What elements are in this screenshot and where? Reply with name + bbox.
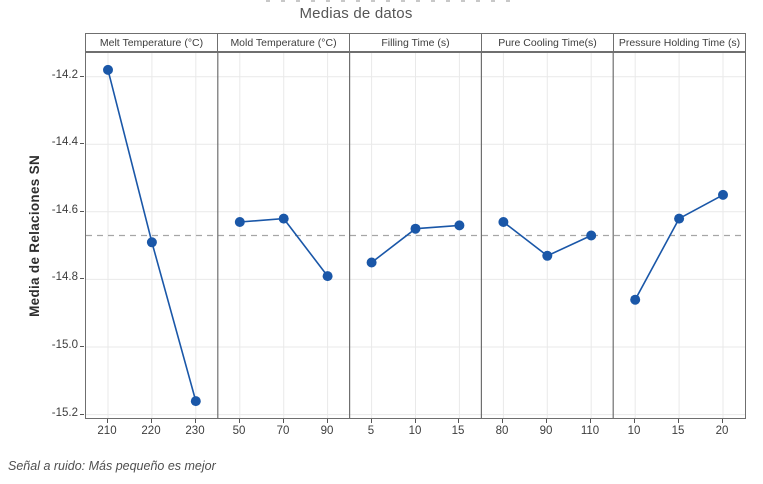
y-axis-title: Media de Relaciones SN: [26, 154, 42, 317]
y-tick-mark: [80, 211, 84, 212]
footnote: Señal a ruido: Más pequeño es mejor: [8, 459, 216, 473]
y-tick-mark: [80, 346, 84, 347]
data-point: [103, 64, 113, 75]
x-tick-label: 50: [232, 425, 246, 437]
panel-header: Filling Time (s): [349, 34, 481, 51]
y-tick-mark: [80, 278, 84, 279]
data-point: [586, 230, 597, 241]
x-tick-label: 70: [276, 425, 290, 437]
data-point: [410, 223, 421, 234]
x-tick-label: 5: [367, 425, 375, 437]
x-tick-mark: [107, 419, 108, 423]
data-point: [322, 271, 333, 282]
plot-area: [85, 52, 746, 419]
y-tick-mark: [80, 414, 84, 415]
x-tick-label: 15: [671, 425, 685, 437]
x-tick-label: 230: [185, 425, 205, 437]
x-tick-label: 80: [495, 425, 509, 437]
x-tick-label: 90: [320, 425, 334, 437]
y-tick-label: -14.4: [51, 136, 78, 148]
data-point: [498, 217, 509, 227]
data-point: [366, 257, 377, 268]
x-tick-label: 20: [715, 425, 729, 437]
data-point: [718, 189, 728, 200]
x-tick-label: 10: [627, 425, 641, 437]
data-point: [674, 213, 685, 224]
x-tick-mark: [195, 419, 196, 423]
data-point: [278, 213, 289, 224]
x-tick-mark: [151, 419, 152, 423]
x-tick-label: 90: [539, 425, 553, 437]
y-tick-label: -15.2: [51, 407, 78, 419]
x-tick-mark: [239, 419, 240, 423]
x-tick-mark: [415, 419, 416, 423]
panel-header: Pressure Holding Time (s): [613, 34, 745, 51]
x-tick-mark: [371, 419, 372, 423]
x-tick-mark: [546, 419, 547, 423]
panel-header-row: Melt Temperature (°C) Mold Temperature (°…: [85, 33, 746, 52]
data-point: [146, 237, 157, 248]
x-tick-mark: [502, 419, 503, 423]
x-tick-mark: [327, 419, 328, 423]
data-point: [630, 294, 641, 305]
data-point: [454, 220, 465, 231]
x-tick-mark: [590, 419, 591, 423]
x-tick-label: 15: [451, 425, 465, 437]
data-point: [190, 396, 201, 407]
y-tick-label: -15.0: [51, 339, 78, 351]
x-tick-mark: [634, 419, 635, 423]
y-tick-label: -14.2: [51, 69, 78, 81]
x-tick-mark: [678, 419, 679, 423]
y-axis-title-container: Media de Relaciones SN: [24, 52, 44, 419]
panel-header: Pure Cooling Time(s): [481, 34, 613, 51]
y-tick-mark: [80, 143, 84, 144]
y-tick-label: -14.6: [51, 204, 78, 216]
x-tick-label: 10: [408, 425, 422, 437]
y-tick-label: -14.8: [51, 271, 78, 283]
x-tick-mark: [458, 419, 459, 423]
plot-svg: [86, 53, 745, 418]
cropped-text-remnant: [266, 0, 518, 2]
chart-title: Medias de datos: [299, 5, 413, 22]
panel-header: Mold Temperature (°C): [217, 34, 349, 51]
x-tick-label: 220: [141, 425, 161, 437]
x-tick-label: 210: [97, 425, 117, 437]
data-point: [542, 250, 553, 261]
data-point: [234, 217, 245, 227]
panel-header: Melt Temperature (°C): [99, 36, 204, 49]
y-tick-mark: [80, 76, 84, 77]
x-tick-mark: [283, 419, 284, 423]
x-tick-mark: [722, 419, 723, 423]
x-tick-label: 110: [580, 425, 600, 437]
